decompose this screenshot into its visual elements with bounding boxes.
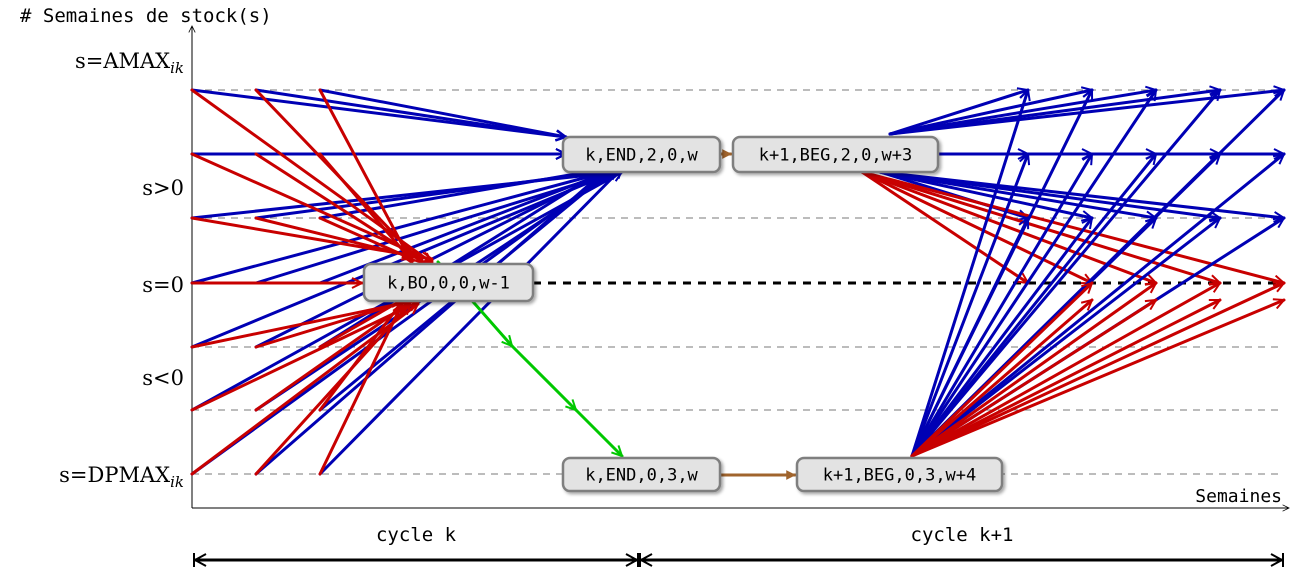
node-end-neg: k,END,0,3,w bbox=[561, 456, 722, 493]
flow-arrow-blue bbox=[318, 166, 606, 349]
flow-arrow-red bbox=[910, 298, 1156, 458]
nodes: k,END,2,0,w k+1,BEG,2,0,w+3 k,BO,0,0,w-1 k,… bbox=[362, 135, 1004, 493]
flow-arrow-red bbox=[910, 298, 1092, 458]
flow-arrow-blue bbox=[318, 88, 566, 137]
node-label: k,BO,0,0,w-1 bbox=[387, 274, 510, 294]
y-axis-title: # Semaines de stock(s) bbox=[20, 5, 272, 27]
flow-arrow-red bbox=[910, 300, 1284, 458]
level-label: s=DPMAXik bbox=[59, 463, 184, 491]
level-label: s<0 bbox=[142, 366, 184, 390]
flow-arrow-blue bbox=[910, 218, 1094, 458]
flow-arrow-blue bbox=[190, 170, 610, 476]
flow-arrow-red bbox=[190, 88, 432, 265]
flow-arrow-blue bbox=[190, 172, 606, 285]
flow-arrow-red bbox=[910, 283, 1092, 458]
flow-arrow-red bbox=[860, 170, 1092, 285]
cycle-k1-label: cycle k+1 bbox=[911, 524, 1014, 546]
level-label: s>0 bbox=[142, 176, 184, 200]
flow-arrow-blue bbox=[910, 154, 1094, 458]
flow-arrow-red bbox=[254, 300, 410, 412]
flow-arrow-red bbox=[910, 281, 1284, 458]
flow-arrow-blue bbox=[910, 154, 1028, 458]
edges bbox=[190, 88, 1284, 476]
flow-arrow-blue bbox=[910, 152, 1284, 458]
flow-arrow-blue bbox=[254, 88, 566, 137]
labels: # Semaines de stock(s) Semaines s=AMAXik s>… bbox=[20, 5, 1283, 560]
flow-arrow-red bbox=[910, 298, 1220, 458]
flow-arrow-red bbox=[254, 300, 410, 349]
node-bo: k,BO,0,0,w-1 bbox=[362, 262, 535, 303]
flow-arrow-red bbox=[254, 304, 410, 476]
level-label: s=AMAXik bbox=[75, 49, 184, 77]
flow-arrow-blue bbox=[888, 90, 1092, 136]
node-label: k,END,2,0,w bbox=[585, 146, 698, 166]
flow-arrow-red bbox=[318, 152, 414, 261]
flow-arrow-red bbox=[860, 170, 1220, 283]
node-label: k,END,0,3,w bbox=[585, 466, 698, 486]
cycle-k-label: cycle k bbox=[376, 524, 457, 546]
level-label: s=0 bbox=[142, 273, 184, 297]
node-box bbox=[731, 135, 940, 174]
green-arrow bbox=[510, 344, 576, 410]
node-box bbox=[561, 135, 722, 174]
x-axis-title: Semaines bbox=[1195, 486, 1282, 507]
node-beg-pos: k+1,BEG,2,0,w+3 bbox=[731, 135, 940, 174]
flow-arrow-red bbox=[318, 298, 402, 349]
flow-arrow-blue bbox=[910, 90, 1028, 458]
flow-arrow-blue bbox=[910, 90, 1222, 458]
flow-arrow-red bbox=[860, 170, 1028, 285]
flow-arrow-red bbox=[910, 281, 1156, 458]
flow-arrow-blue bbox=[878, 170, 1092, 218]
node-box bbox=[362, 262, 535, 303]
node-label: k+1,BEG,0,3,w+4 bbox=[823, 466, 977, 486]
node-end-pos: k,END,2,0,w bbox=[561, 135, 722, 174]
flow-arrow-blue bbox=[910, 90, 1094, 458]
flow-arrow-red bbox=[318, 304, 404, 476]
flow-arrow-blue bbox=[910, 216, 1220, 458]
flow-arrow-red bbox=[254, 152, 422, 263]
flow-arrow-blue bbox=[318, 168, 622, 476]
node-box bbox=[795, 456, 1004, 493]
node-beg-neg: k+1,BEG,0,3,w+4 bbox=[795, 456, 1004, 493]
flow-arrow-red bbox=[190, 300, 418, 412]
node-box bbox=[561, 456, 722, 493]
flow-arrow-red bbox=[910, 281, 1220, 458]
flow-arrow-red bbox=[318, 216, 412, 261]
flow-arrow-red bbox=[190, 302, 418, 476]
flow-arrow-red bbox=[318, 88, 414, 263]
flow-arrow-blue bbox=[888, 90, 1028, 136]
flow-arrow-blue bbox=[190, 88, 566, 137]
axes bbox=[192, 26, 1289, 508]
node-label: k+1,BEG,2,0,w+3 bbox=[759, 146, 913, 166]
flow-arrow-blue bbox=[254, 168, 606, 476]
green-arrow bbox=[574, 408, 622, 456]
flow-arrow-blue bbox=[888, 90, 1284, 136]
flow-arrow-blue bbox=[910, 90, 1158, 458]
